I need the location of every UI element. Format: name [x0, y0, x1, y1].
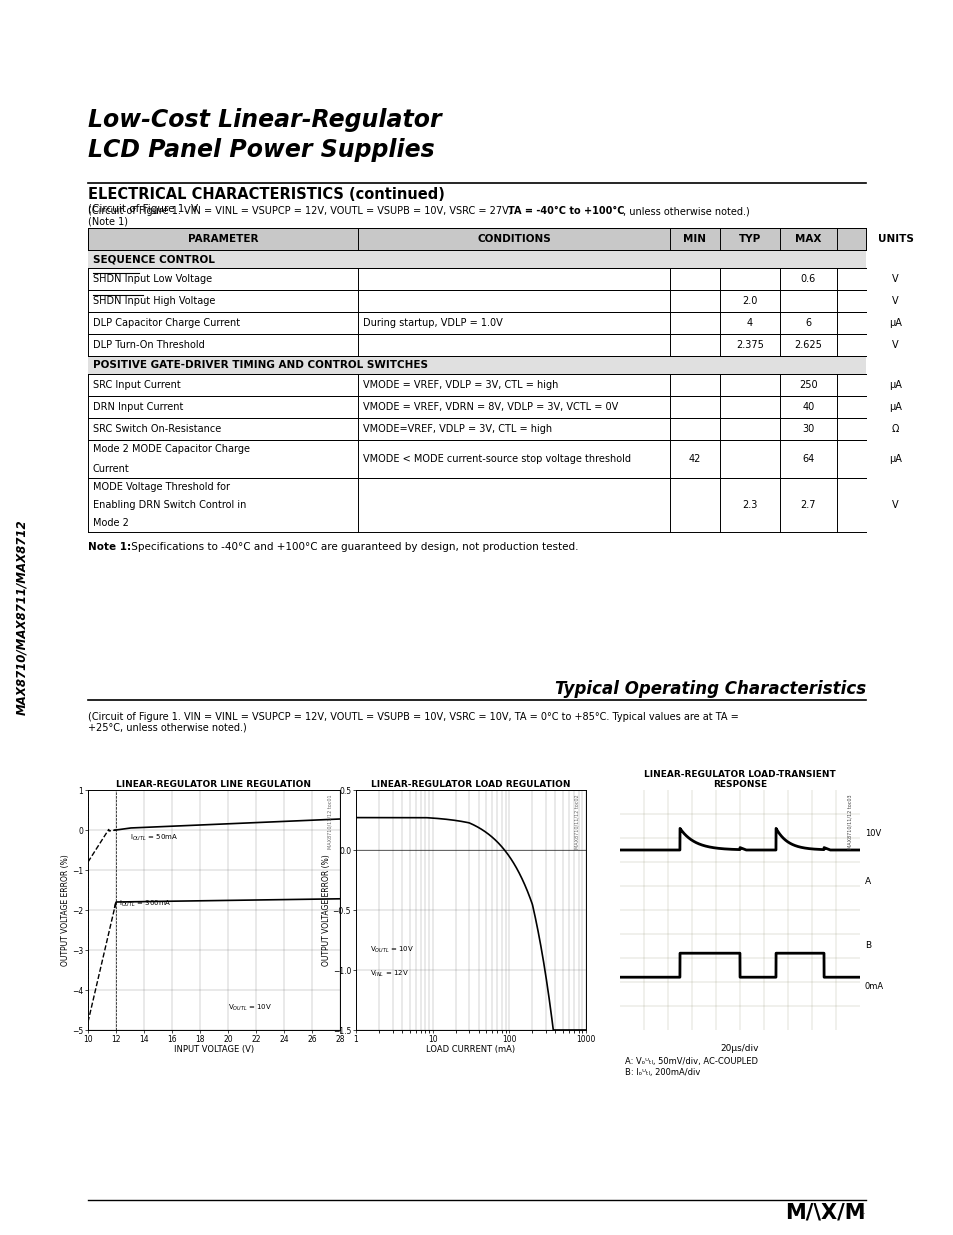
Text: (Circuit of Figure 1. VIN = VINL = VSUPCP = 12V, VOUTL = VSUPB = 10V, VSRC = 27V: (Circuit of Figure 1. VIN = VINL = VSUPC…	[88, 206, 515, 216]
X-axis label: LOAD CURRENT (mA): LOAD CURRENT (mA)	[426, 1045, 515, 1055]
Text: POSITIVE GATE-DRIVER TIMING AND CONTROL SWITCHES: POSITIVE GATE-DRIVER TIMING AND CONTROL …	[92, 359, 428, 370]
Text: V$_{OUTL}$ = 10V: V$_{OUTL}$ = 10V	[369, 945, 414, 955]
Text: V$_{INL}$ = 12V: V$_{INL}$ = 12V	[369, 969, 408, 979]
Text: μA: μA	[888, 380, 901, 390]
Text: LCD Panel Power Supplies: LCD Panel Power Supplies	[88, 138, 435, 162]
Text: Current: Current	[92, 463, 130, 473]
Text: I$_{OUTL}$ = 300mA: I$_{OUTL}$ = 300mA	[119, 899, 172, 909]
Bar	[88, 478, 865, 532]
Text: SRC Input Current: SRC Input Current	[92, 380, 180, 390]
Text: DLP Capacitor Charge Current: DLP Capacitor Charge Current	[92, 317, 240, 329]
Text: During startup, VDLP = 1.0V: During startup, VDLP = 1.0V	[363, 317, 502, 329]
Text: SEQUENCE CONTROL: SEQUENCE CONTROL	[92, 254, 214, 264]
Title: LINEAR-REGULATOR LOAD REGULATION: LINEAR-REGULATOR LOAD REGULATION	[371, 781, 570, 789]
Text: 42: 42	[688, 454, 700, 464]
Text: SHDN Input Low Voltage: SHDN Input Low Voltage	[92, 274, 212, 284]
Text: Typical Operating Characteristics: Typical Operating Characteristics	[555, 680, 865, 698]
Bar	[88, 312, 865, 333]
Text: 4: 4	[746, 317, 752, 329]
Text: μA: μA	[888, 317, 901, 329]
Text: 0.6: 0.6	[800, 274, 815, 284]
Text: M/\X/M: M/\X/M	[784, 1203, 865, 1223]
Text: I$_{OUTL}$ = 50mA: I$_{OUTL}$ = 50mA	[130, 832, 178, 844]
Bar	[88, 440, 865, 478]
Text: MAX8710/MAX8711/MAX8712: MAX8710/MAX8711/MAX8712	[15, 520, 29, 715]
Text: +25°C, unless otherwise noted.): +25°C, unless otherwise noted.)	[88, 722, 247, 734]
Text: Low-Cost Linear-Regulator: Low-Cost Linear-Regulator	[88, 107, 441, 132]
Text: A: A	[863, 877, 870, 885]
Text: (Circuit of Figure 1. V: (Circuit of Figure 1. V	[88, 204, 198, 214]
Text: 0mA: 0mA	[863, 982, 883, 992]
Text: B: Iₒᵁₜₗ, 200mA/div: B: Iₒᵁₜₗ, 200mA/div	[624, 1068, 700, 1077]
Text: V: V	[891, 500, 898, 510]
Text: 20μs/div: 20μs/div	[720, 1044, 759, 1053]
X-axis label: INPUT VOLTAGE (V): INPUT VOLTAGE (V)	[173, 1045, 253, 1055]
Text: Enabling DRN Switch Control in: Enabling DRN Switch Control in	[92, 500, 246, 510]
Text: 2.375: 2.375	[736, 340, 763, 350]
Text: V$_{OUTL}$ = 10V: V$_{OUTL}$ = 10V	[228, 1003, 272, 1013]
Text: 2.7: 2.7	[800, 500, 816, 510]
Text: MAX8710/11/12 toc03: MAX8710/11/12 toc03	[847, 795, 852, 850]
Text: MAX8710/11/12 toc02: MAX8710/11/12 toc02	[574, 795, 578, 850]
Bar	[88, 417, 865, 440]
Bar	[88, 268, 865, 290]
Text: (Circuit of Figure 1. VIN = VINL = VSUPCP = 12V, VOUTL = VSUPB = 10V, VSRC = 10V: (Circuit of Figure 1. VIN = VINL = VSUPC…	[88, 713, 738, 722]
Text: 2.3: 2.3	[741, 500, 757, 510]
Bar	[88, 249, 865, 268]
Text: 250: 250	[799, 380, 817, 390]
Text: V: V	[891, 296, 898, 306]
Text: MAX: MAX	[795, 233, 821, 245]
Bar	[88, 396, 865, 417]
Text: 2.0: 2.0	[741, 296, 757, 306]
Text: B: B	[863, 941, 870, 951]
Text: SHDN Input High Voltage: SHDN Input High Voltage	[92, 296, 215, 306]
Text: PARAMETER: PARAMETER	[188, 233, 258, 245]
Text: VMODE = VREF, VDRN = 8V, VDLP = 3V, VCTL = 0V: VMODE = VREF, VDRN = 8V, VDLP = 3V, VCTL…	[363, 403, 618, 412]
Text: 40: 40	[801, 403, 814, 412]
Text: μA: μA	[888, 454, 901, 464]
Bar	[88, 333, 865, 356]
Text: Mode 2: Mode 2	[92, 517, 129, 529]
Text: VMODE < MODE current-source stop voltage threshold: VMODE < MODE current-source stop voltage…	[363, 454, 630, 464]
Text: ELECTRICAL CHARACTERISTICS (continued): ELECTRICAL CHARACTERISTICS (continued)	[88, 186, 444, 203]
Text: MAX8710/11/12 toc01: MAX8710/11/12 toc01	[327, 795, 332, 850]
Y-axis label: OUTPUT VOLTAGE ERROR (%): OUTPUT VOLTAGE ERROR (%)	[322, 855, 331, 966]
Text: DRN Input Current: DRN Input Current	[92, 403, 183, 412]
Text: DLP Turn-On Threshold: DLP Turn-On Threshold	[92, 340, 205, 350]
Text: V: V	[891, 340, 898, 350]
Y-axis label: OUTPUT VOLTAGE ERROR (%): OUTPUT VOLTAGE ERROR (%)	[61, 855, 71, 966]
Bar	[88, 374, 865, 396]
Text: , unless otherwise noted.): , unless otherwise noted.)	[622, 206, 749, 216]
Text: 6: 6	[804, 317, 811, 329]
Text: 64: 64	[801, 454, 814, 464]
Text: VMODE = VREF, VDLP = 3V, CTL = high: VMODE = VREF, VDLP = 3V, CTL = high	[363, 380, 558, 390]
Text: SRC Switch On-Resistance: SRC Switch On-Resistance	[92, 424, 221, 433]
Text: 30: 30	[801, 424, 814, 433]
Text: TYP: TYP	[739, 233, 760, 245]
Text: Mode 2 MODE Capacitor Charge: Mode 2 MODE Capacitor Charge	[92, 445, 250, 454]
Bar	[88, 356, 865, 374]
Text: V: V	[891, 274, 898, 284]
Text: VMODE=VREF, VDLP = 3V, CTL = high: VMODE=VREF, VDLP = 3V, CTL = high	[363, 424, 552, 433]
Text: MODE Voltage Threshold for: MODE Voltage Threshold for	[92, 482, 230, 492]
Title: LINEAR-REGULATOR LOAD-TRANSIENT
RESPONSE: LINEAR-REGULATOR LOAD-TRANSIENT RESPONSE	[643, 769, 835, 789]
Text: Ω: Ω	[891, 424, 899, 433]
Title: LINEAR-REGULATOR LINE REGULATION: LINEAR-REGULATOR LINE REGULATION	[116, 781, 312, 789]
Text: Specifications to -40°C and +100°C are guaranteed by design, not production test: Specifications to -40°C and +100°C are g…	[128, 542, 578, 552]
Text: CONDITIONS: CONDITIONS	[476, 233, 550, 245]
Text: 10V: 10V	[863, 829, 881, 837]
Text: (Note 1): (Note 1)	[88, 217, 128, 227]
Text: A: Vₒᵁₜₗ, 50mV/div, AC-COUPLED: A: Vₒᵁₜₗ, 50mV/div, AC-COUPLED	[624, 1057, 758, 1066]
Text: 2.625: 2.625	[794, 340, 821, 350]
Bar	[88, 290, 865, 312]
Text: UNITS: UNITS	[877, 233, 912, 245]
Text: TA = -40°C to +100°C: TA = -40°C to +100°C	[507, 206, 624, 216]
Text: μA: μA	[888, 403, 901, 412]
Text: Note 1:: Note 1:	[88, 542, 131, 552]
Text: MIN: MIN	[682, 233, 706, 245]
Bar	[88, 228, 865, 249]
